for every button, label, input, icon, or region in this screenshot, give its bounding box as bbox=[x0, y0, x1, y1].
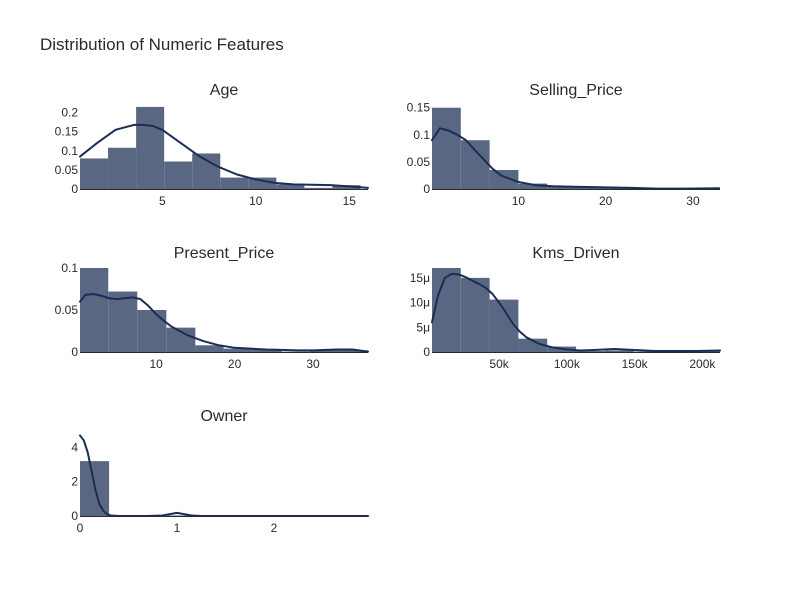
kms-driven-bar-3 bbox=[518, 338, 548, 352]
plot-age: 5 10 15 0 0.05 0.1 0.15 0.2 bbox=[55, 106, 369, 208]
figure-title: Distribution of Numeric Features bbox=[40, 35, 284, 54]
age-y-tick-label: 0.1 bbox=[61, 144, 78, 158]
selling-price-x-tick-label: 30 bbox=[686, 194, 700, 208]
selling-price-y-tick-label: 0 bbox=[423, 182, 430, 196]
present-price-bar-0 bbox=[80, 268, 109, 352]
owner-density-line bbox=[79, 434, 369, 517]
present-price-density-line bbox=[79, 293, 369, 353]
panel-age: Age 5 10 15 0 0.05 0.1 0.15 0.2 bbox=[55, 82, 369, 208]
age-bar-6 bbox=[248, 177, 277, 189]
present-price-bar-1 bbox=[108, 291, 138, 352]
present-price-bar-9 bbox=[338, 350, 368, 352]
selling-price-bar-1 bbox=[460, 140, 490, 189]
selling-price-x-tick-label: 10 bbox=[512, 194, 526, 208]
age-bar-3 bbox=[164, 161, 193, 189]
kms-driven-y-tick-label: 5μ bbox=[416, 320, 430, 334]
age-bar-0 bbox=[80, 158, 109, 189]
present-price-y-tick-label: 0.05 bbox=[55, 303, 79, 317]
kms-driven-density-line bbox=[431, 272, 721, 353]
present-price-bar-5 bbox=[223, 348, 253, 352]
present-price-x-tick-label: 20 bbox=[228, 357, 242, 371]
panel-kms-driven: Kms_Driven 50k 100k 150k 200k 0 5μ 10μ 15μ bbox=[410, 245, 721, 371]
present-price-bar-8 bbox=[309, 350, 339, 352]
age-bar-1 bbox=[108, 147, 137, 189]
age-bar-5 bbox=[220, 177, 249, 189]
kms-driven-bar-0 bbox=[432, 268, 461, 352]
kms-driven-y-tick-label: 10μ bbox=[410, 296, 430, 310]
owner-y-tick-label: 2 bbox=[71, 475, 78, 489]
owner-y-tick-label: 0 bbox=[71, 509, 78, 523]
selling-price-bar-3 bbox=[518, 183, 548, 189]
panel-title-present-price: Present_Price bbox=[174, 245, 275, 262]
panel-owner: Owner 0 1 2 0 2 4 bbox=[71, 408, 371, 535]
owner-y-tick-label: 4 bbox=[71, 440, 78, 454]
present-price-y-tick-label: 0 bbox=[71, 345, 78, 359]
owner-x-tick-label: 0 bbox=[77, 521, 84, 535]
panel-title-kms-driven: Kms_Driven bbox=[532, 245, 619, 262]
kms-driven-bar-5 bbox=[576, 351, 605, 352]
age-bar-2 bbox=[136, 106, 165, 189]
present-price-x-tick-label: 30 bbox=[306, 357, 320, 371]
plot-present-price: 10 20 30 0 0.05 0.1 bbox=[55, 261, 369, 371]
age-x-tick-label: 5 bbox=[159, 194, 166, 208]
age-bar-4 bbox=[192, 153, 221, 189]
owner-x-tick-label: 1 bbox=[174, 521, 181, 535]
age-y-tick-label: 0.15 bbox=[55, 125, 79, 139]
selling-price-bar-2 bbox=[489, 170, 519, 189]
age-y-tick-label: 0.05 bbox=[55, 163, 79, 177]
selling-price-y-tick-label: 0.05 bbox=[407, 155, 431, 169]
plot-owner: 0 1 2 0 2 4 bbox=[71, 434, 371, 535]
age-y-tick-label: 0 bbox=[71, 182, 78, 196]
age-x-tick-label: 10 bbox=[249, 194, 263, 208]
kms-driven-x-tick-label: 200k bbox=[689, 357, 716, 371]
panel-present-price: Present_Price 10 20 30 0 0.05 0.1 bbox=[55, 245, 369, 371]
plot-selling-price: 10 20 30 0 0.05 0.1 0.15 bbox=[407, 101, 721, 208]
present-price-bar-6 bbox=[252, 349, 282, 352]
age-density-line bbox=[79, 123, 369, 189]
selling-price-y-tick-label: 0.15 bbox=[407, 101, 431, 115]
kms-driven-x-tick-label: 150k bbox=[622, 357, 649, 371]
age-bar-8 bbox=[304, 187, 333, 189]
panel-selling-price: Selling_Price 10 20 30 0 0.05 0.1 0.15 bbox=[407, 82, 721, 208]
selling-price-bar-4 bbox=[547, 186, 576, 189]
selling-price-y-tick-label: 0.1 bbox=[413, 128, 430, 142]
selling-price-bar-0 bbox=[432, 107, 461, 189]
panel-title-age: Age bbox=[210, 82, 239, 99]
age-x-tick-label: 15 bbox=[343, 194, 357, 208]
present-price-x-tick-label: 10 bbox=[149, 357, 163, 371]
panel-title-selling-price: Selling_Price bbox=[529, 82, 622, 99]
kms-driven-x-tick-label: 50k bbox=[489, 357, 509, 371]
selling-price-density-line bbox=[431, 127, 721, 190]
kms-driven-bar-1 bbox=[460, 277, 490, 352]
owner-bar-3 bbox=[167, 515, 197, 516]
plot-kms-driven: 50k 100k 150k 200k 0 5μ 10μ 15μ bbox=[410, 268, 721, 371]
kms-driven-y-tick-label: 0 bbox=[423, 345, 430, 359]
age-y-tick-label: 0.2 bbox=[61, 106, 78, 120]
kms-driven-y-tick-label: 15μ bbox=[410, 271, 430, 285]
kms-driven-x-tick-label: 100k bbox=[554, 357, 581, 371]
age-bar-7 bbox=[276, 184, 305, 189]
present-price-y-tick-label: 0.1 bbox=[61, 261, 78, 275]
owner-x-tick-label: 2 bbox=[271, 521, 278, 535]
selling-price-x-tick-label: 20 bbox=[599, 194, 613, 208]
panel-title-owner: Owner bbox=[200, 408, 248, 425]
kms-driven-bar-6 bbox=[604, 350, 634, 352]
present-price-bar-4 bbox=[195, 345, 224, 352]
present-price-bar-2 bbox=[137, 310, 167, 352]
